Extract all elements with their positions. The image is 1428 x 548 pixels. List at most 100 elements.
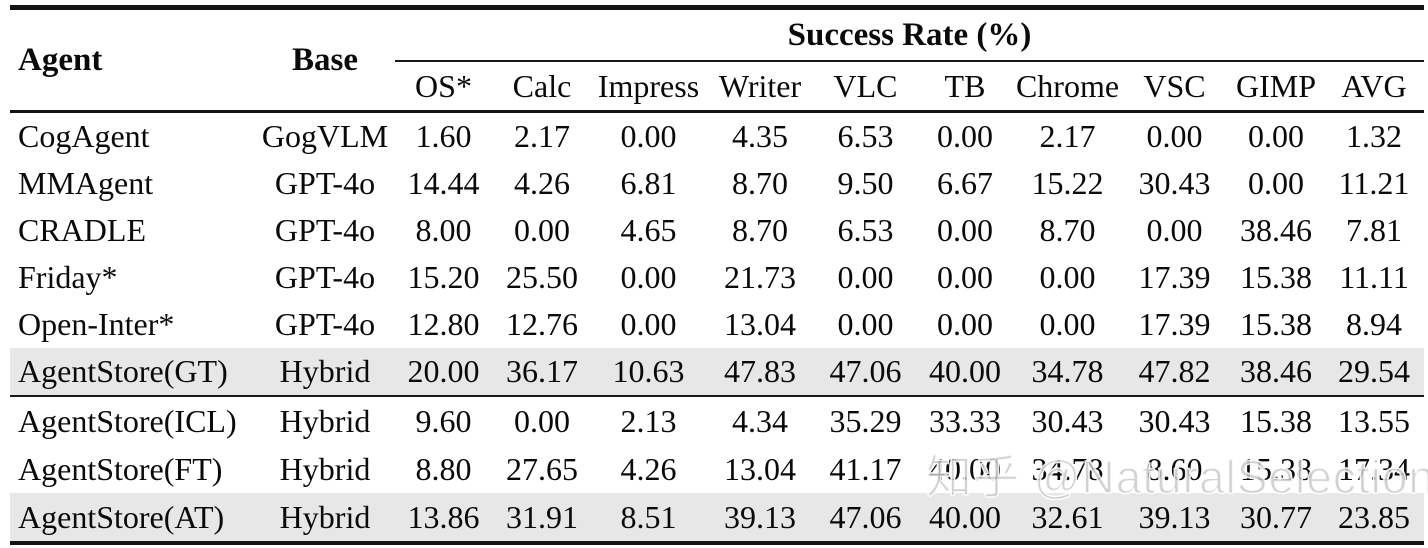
- success-rate-cell: 7.81: [1346, 212, 1403, 248]
- success-rate-cell: 15.38: [1240, 402, 1312, 439]
- base-model-cell: GogVLM: [261, 118, 389, 154]
- success-rate-cell: 8.70: [732, 165, 788, 201]
- col-header-agent: Agent: [10, 7, 255, 113]
- table-row: AgentStore(AT) Hybrid 13.86 31.91 8.51 39.13 4…: [10, 493, 1425, 543]
- agent-name-cell: AgentStore(GT): [10, 348, 255, 397]
- header-sub-row: OS* Calc Impress Writer VLC TB Chrome VSC GIMP AV…: [10, 61, 1425, 113]
- success-rate-cell: 47.83: [705, 348, 815, 397]
- success-rate-cell: 34.78: [1014, 348, 1121, 397]
- success-rate-cell: 6.67: [937, 165, 993, 201]
- agent-name-cell: Friday*: [18, 259, 118, 295]
- table-row: AgentStore(GT) Hybrid 20.00 36.17 10.63 47.83…: [10, 348, 1425, 397]
- agent-name-cell: AgentStore(AT): [10, 493, 255, 543]
- success-rate-cell: 38.46: [1240, 212, 1312, 248]
- success-rate-cell: 0.00: [1039, 306, 1096, 342]
- success-rate-cell: 30.43: [1031, 402, 1104, 439]
- success-rate-cell: 1.32: [1346, 118, 1403, 154]
- success-rate-cell: 6.81: [620, 165, 677, 201]
- success-rate-cell: 38.46: [1228, 348, 1324, 397]
- success-rate-cell: 0.00: [837, 259, 894, 295]
- success-rate-cell: 0.00: [1248, 165, 1304, 201]
- table-row: CRADLE GPT-4o 8.00 0.00 4.65 8.70 6.53 0.00 8.70…: [10, 207, 1424, 254]
- base-model-cell: GPT-4o: [274, 259, 376, 295]
- base-model-cell: Hybrid: [255, 348, 395, 397]
- success-rate-cell: 8.70: [1039, 212, 1096, 248]
- success-rate-cell: 0.00: [937, 212, 993, 248]
- success-rate-cell: 8.60: [1146, 450, 1203, 487]
- col-header-success-rate-group: Success Rate (%): [395, 7, 1425, 62]
- table-row: Friday* GPT-4o 15.20 25.50 0.00 21.73 0.00 0.00…: [10, 254, 1424, 301]
- table-row: AgentStore(ICL) Hybrid 9.60 0.00 2.13 4.34 35.…: [10, 396, 1424, 445]
- success-rate-cell: 2.17: [514, 118, 570, 154]
- success-rate-cell: 20.00: [395, 348, 492, 397]
- col-header-vlc: VLC: [815, 61, 916, 113]
- success-rate-cell: 34.78: [1031, 450, 1104, 487]
- success-rate-cell: 15.20: [407, 259, 480, 295]
- table-row: AgentStore(FT) Hybrid 8.80 27.65 4.26 13.04 41…: [10, 445, 1424, 493]
- agent-name-cell: CRADLE: [18, 212, 146, 248]
- col-header-chrome: Chrome: [1014, 61, 1121, 113]
- success-rate-cell: 2.13: [620, 402, 677, 439]
- success-rate-cell: 40.00: [929, 450, 1001, 487]
- success-rate-cell: 4.26: [514, 165, 570, 201]
- success-rate-cell: 6.53: [837, 118, 894, 154]
- base-model-cell: GPT-4o: [274, 165, 376, 201]
- success-rate-cell: 17.39: [1138, 306, 1211, 342]
- success-rate-cell: 17.39: [1138, 259, 1211, 295]
- success-rate-cell: 9.50: [837, 165, 894, 201]
- agent-name-cell: CogAgent: [18, 118, 150, 154]
- success-rate-cell: 6.53: [837, 212, 894, 248]
- success-rate-cell: 15.22: [1031, 165, 1104, 201]
- agent-name-cell: MMAgent: [18, 165, 154, 201]
- table-header: Agent Base Success Rate (%) OS* Calc Impre…: [10, 7, 1425, 113]
- success-rate-cell: 11.21: [1338, 165, 1410, 201]
- col-header-avg: AVG: [1324, 61, 1425, 113]
- success-rate-cell: 0.00: [1248, 118, 1304, 154]
- success-rate-cell: 0.00: [514, 212, 570, 248]
- success-rate-cell: 0.00: [937, 306, 993, 342]
- col-header-tb: TB: [916, 61, 1014, 113]
- agent-name-cell: Open-Inter*: [18, 306, 175, 342]
- success-rate-cell: 9.60: [415, 402, 472, 439]
- success-rate-cell: 30.43: [1138, 402, 1211, 439]
- base-model-cell: Hybrid: [255, 493, 395, 543]
- success-rate-cell: 39.13: [705, 493, 815, 543]
- success-rate-cell: 32.61: [1014, 493, 1121, 543]
- success-rate-cell: 15.38: [1240, 450, 1312, 487]
- col-header-os: OS*: [395, 61, 492, 113]
- success-rate-cell: 39.13: [1121, 493, 1228, 543]
- success-rate-cell: 35.29: [829, 402, 902, 439]
- success-rate-cell: 0.00: [620, 259, 677, 295]
- success-rate-cell: 27.65: [506, 450, 578, 487]
- success-rate-cell: 13.55: [1338, 402, 1411, 439]
- success-rate-cell: 0.00: [1146, 118, 1203, 154]
- success-rate-cell: 0.00: [1146, 212, 1203, 248]
- col-header-writer: Writer: [705, 61, 815, 113]
- success-rate-cell: 30.43: [1138, 165, 1211, 201]
- success-rate-cell: 12.80: [407, 306, 480, 342]
- col-header-base: Base: [255, 7, 395, 113]
- base-model-cell: GPT-4o: [274, 212, 376, 248]
- success-rate-cell: 13.86: [395, 493, 492, 543]
- success-rate-table: Agent Base Success Rate (%) OS* Calc Impre…: [10, 5, 1425, 545]
- table-section-baselines: CogAgent GogVLM 1.60 2.17 0.00 4.35 6.53 0.00 2.…: [10, 112, 1425, 397]
- col-header-gimp: GIMP: [1228, 61, 1324, 113]
- header-group-row: Agent Base Success Rate (%): [10, 7, 1425, 113]
- success-rate-cell: 30.77: [1228, 493, 1324, 543]
- success-rate-cell: 4.35: [732, 118, 788, 154]
- success-rate-cell: 33.33: [929, 402, 1001, 439]
- table-section-agentstore-variants: AgentStore(ICL) Hybrid 9.60 0.00 2.13 4.34 35.…: [10, 396, 1425, 543]
- success-rate-cell: 4.65: [620, 212, 677, 248]
- table-row: CogAgent GogVLM 1.60 2.17 0.00 4.35 6.53 0.00 2.…: [10, 112, 1424, 161]
- success-rate-cell: 11.11: [1339, 259, 1409, 295]
- success-rate-cell: 15.38: [1240, 306, 1312, 342]
- success-rate-cell: 40.00: [916, 493, 1014, 543]
- success-rate-cell: 13.04: [724, 306, 796, 342]
- base-model-cell: GPT-4o: [274, 306, 376, 342]
- success-rate-cell: 8.80: [415, 450, 472, 487]
- success-rate-cell: 8.94: [1346, 306, 1403, 342]
- success-rate-cell: 15.38: [1240, 259, 1312, 295]
- success-rate-cell: 2.17: [1039, 118, 1096, 154]
- success-rate-cell: 13.04: [724, 450, 796, 487]
- base-model-cell: Hybrid: [279, 402, 371, 439]
